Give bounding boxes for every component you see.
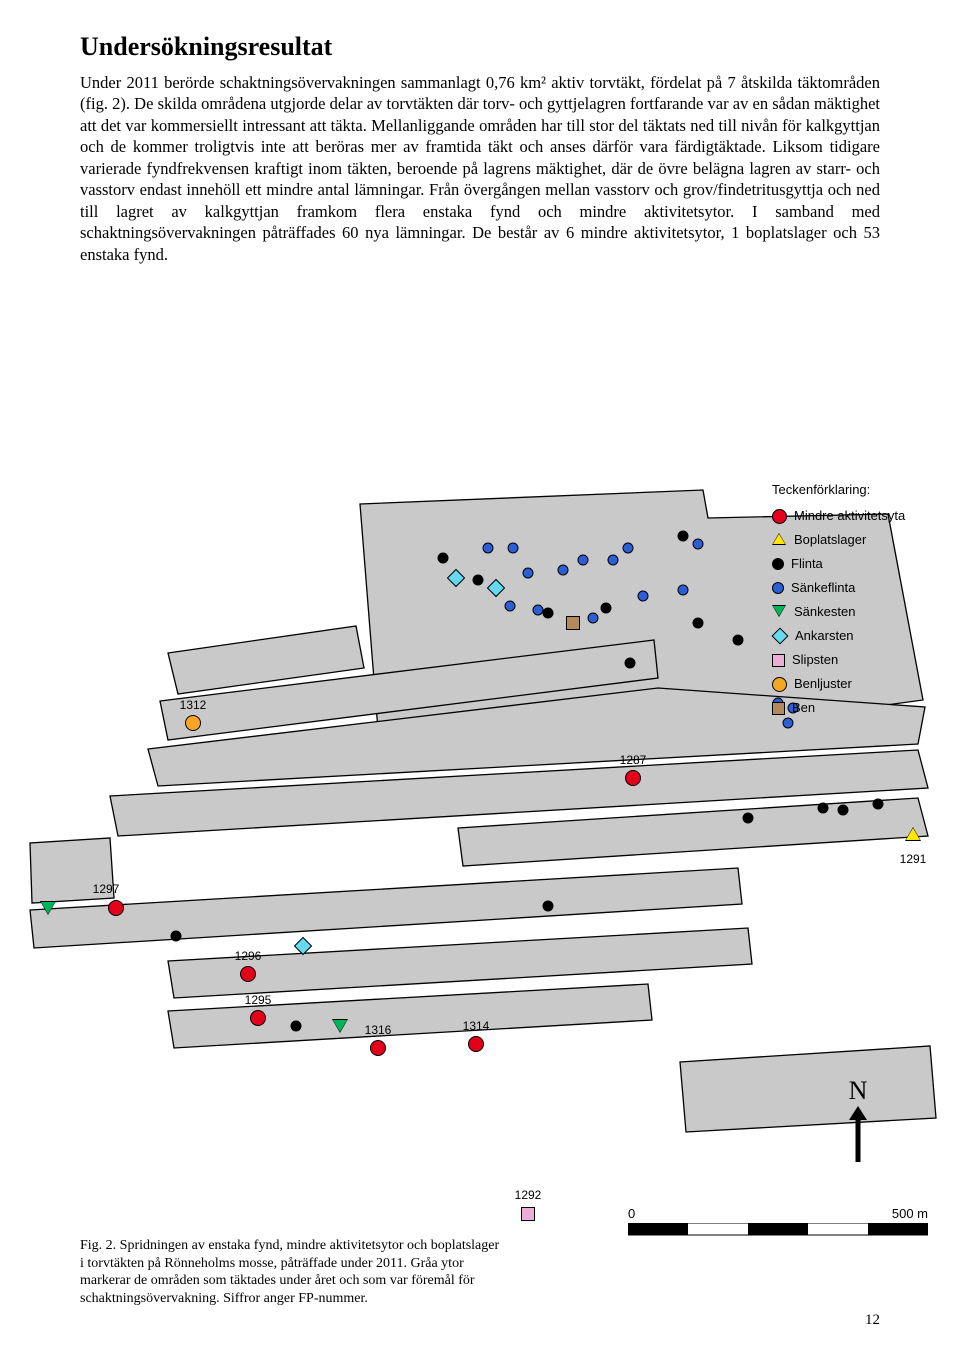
- boplatslager-icon: .sym-tri-up::after{border-bottom-color:#…: [772, 533, 787, 548]
- legend-item: Mindre aktivitetsyta: [772, 504, 942, 528]
- flinta-icon: [291, 1021, 302, 1032]
- scale-bar: 0 500 m: [628, 1206, 928, 1240]
- flinta-icon: [693, 618, 704, 629]
- legend-item: .sym-tri-down::after{border-top-color:#0…: [772, 600, 942, 624]
- mindre-aktivitetsyta-icon: [625, 770, 641, 786]
- legend-label: Sänkeflinta: [791, 576, 855, 600]
- mindre-aktivitetsyta-icon: [108, 900, 124, 916]
- sankeflinta-icon: [578, 555, 589, 566]
- marker-label: 1292: [515, 1188, 542, 1202]
- benljuster-icon: [772, 677, 787, 692]
- legend-item: Ben: [772, 696, 942, 720]
- marker-label: 1297: [93, 882, 120, 896]
- flinta-icon: [873, 799, 884, 810]
- mindre-aktivitetsyta-icon: [370, 1040, 386, 1056]
- sankeflinta-icon: [772, 582, 784, 594]
- sankesten-icon: [40, 901, 56, 915]
- marker-label: 1312: [180, 698, 207, 712]
- sankeflinta-icon: [693, 539, 704, 550]
- ankarsten-icon: [772, 628, 789, 645]
- legend: Teckenförklaring: Mindre aktivitetsyta .…: [772, 478, 942, 720]
- benljuster-icon: [185, 715, 201, 731]
- compass-label: N: [847, 1076, 869, 1106]
- sankeflinta-icon: [638, 591, 649, 602]
- legend-label: Boplatslager: [794, 528, 866, 552]
- compass: N: [847, 1076, 869, 1169]
- flinta-icon: [171, 931, 182, 942]
- sankeflinta-icon: [523, 568, 534, 579]
- body-paragraph: Under 2011 berörde schaktningsövervaknin…: [80, 72, 880, 265]
- sankeflinta-icon: [483, 543, 494, 554]
- legend-item: Slipsten: [772, 648, 942, 672]
- flinta-icon: [838, 805, 849, 816]
- marker-label: 1314: [463, 1019, 490, 1033]
- flinta-icon: [473, 575, 484, 586]
- legend-label: Slipsten: [792, 648, 838, 672]
- flinta-icon: [743, 813, 754, 824]
- ben-icon: [772, 702, 785, 715]
- flinta-icon: [601, 603, 612, 614]
- sankeflinta-icon: [678, 585, 689, 596]
- mindre-aktivitetsyta-icon: [772, 509, 787, 524]
- sankeflinta-icon: [505, 601, 516, 612]
- flinta-icon: [625, 658, 636, 669]
- boplatslager-icon: [905, 827, 921, 841]
- flinta-icon: [543, 608, 554, 619]
- figure-caption: Fig. 2. Spridningen av enstaka fynd, min…: [80, 1237, 500, 1307]
- legend-label: Flinta: [791, 552, 823, 576]
- legend-title: Teckenförklaring:: [772, 478, 942, 502]
- sankeflinta-icon: [508, 543, 519, 554]
- legend-item: Sänkeflinta: [772, 576, 942, 600]
- marker-label: 1291: [900, 852, 927, 866]
- sankesten-icon: .sym-tri-down::after{border-top-color:#0…: [772, 605, 787, 620]
- legend-label: Benljuster: [794, 672, 852, 696]
- scale-zero: 0: [628, 1206, 635, 1221]
- sankeflinta-icon: [588, 613, 599, 624]
- page-heading: Undersökningsresultat: [80, 32, 880, 62]
- legend-label: Sänkesten: [794, 600, 855, 624]
- scale-max: 500 m: [892, 1206, 928, 1221]
- slipsten-icon: [521, 1207, 535, 1221]
- legend-item: Ankarsten: [772, 624, 942, 648]
- sankesten-icon: [332, 1019, 348, 1033]
- flinta-icon: [733, 635, 744, 646]
- legend-item: Benljuster: [772, 672, 942, 696]
- legend-item: .sym-tri-up::after{border-bottom-color:#…: [772, 528, 942, 552]
- mindre-aktivitetsyta-icon: [250, 1010, 266, 1026]
- marker-label: 1316: [365, 1023, 392, 1037]
- flinta-icon: [772, 558, 784, 570]
- marker-label: 1287: [620, 753, 647, 767]
- flinta-icon: [438, 553, 449, 564]
- mindre-aktivitetsyta-icon: [468, 1036, 484, 1052]
- marker-label: 1296: [235, 949, 262, 963]
- legend-item: Flinta: [772, 552, 942, 576]
- slipsten-icon: [772, 654, 785, 667]
- mindre-aktivitetsyta-icon: [240, 966, 256, 982]
- sankeflinta-icon: [608, 555, 619, 566]
- legend-label: Ben: [792, 696, 815, 720]
- legend-label: Mindre aktivitetsyta: [794, 504, 905, 528]
- figure-map: 1312 1287 .mk-triU::after{border-bottom-…: [18, 478, 942, 1238]
- legend-label: Ankarsten: [795, 624, 854, 648]
- marker-label: 1295: [245, 993, 272, 1007]
- sankeflinta-icon: [623, 543, 634, 554]
- sankeflinta-icon: [558, 565, 569, 576]
- page-number: 12: [865, 1312, 880, 1329]
- flinta-icon: [543, 901, 554, 912]
- flinta-icon: [678, 531, 689, 542]
- flinta-icon: [818, 803, 829, 814]
- ben-icon: [566, 616, 580, 630]
